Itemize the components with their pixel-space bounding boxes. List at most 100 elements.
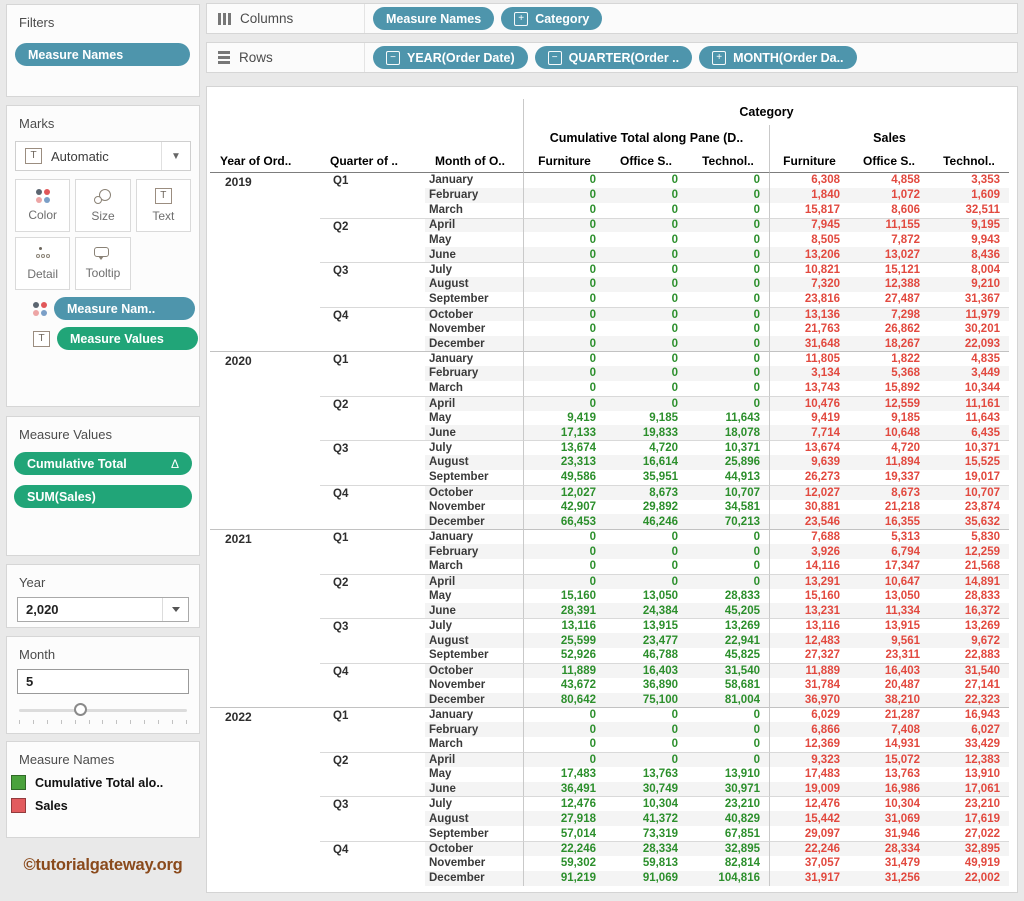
value-cell-sales[interactable]: 16,943	[929, 707, 1009, 722]
value-cell-sales[interactable]: 22,323	[929, 692, 1009, 708]
value-cell-cumulative[interactable]: 70,213	[687, 514, 769, 530]
value-cell-cumulative[interactable]: 82,814	[724, 857, 760, 870]
value-cell-cumulative[interactable]: 9,419	[523, 410, 605, 426]
value-cell-sales[interactable]: 9,210	[929, 276, 1009, 292]
value-cell-cumulative[interactable]: 23,313	[523, 455, 605, 470]
value-cell-cumulative[interactable]: 0	[671, 174, 678, 187]
value-cell-sales[interactable]: 16,986	[849, 781, 929, 797]
value-cell-cumulative[interactable]: 0	[523, 291, 605, 307]
value-cell-cumulative[interactable]: 0	[605, 262, 687, 277]
value-cell-cumulative[interactable]: 31,540	[687, 662, 769, 678]
value-cell-sales[interactable]: 13,231	[769, 603, 849, 619]
year-dropdown[interactable]: 2,020	[17, 597, 189, 622]
value-cell-cumulative[interactable]: 32,895	[687, 840, 769, 856]
value-cell-cumulative[interactable]: 42,907	[523, 499, 605, 515]
value-cell-cumulative[interactable]: 0	[605, 707, 687, 722]
value-cell-cumulative[interactable]: 0	[523, 722, 605, 738]
value-cell-sales[interactable]: 11,805	[769, 351, 849, 366]
value-cell-sales[interactable]: 49,919	[964, 857, 1000, 870]
value-cell-cumulative[interactable]: 10,707	[687, 484, 769, 500]
value-cell-sales[interactable]: 31,917	[769, 870, 849, 886]
value-cell-sales[interactable]: 12,483	[769, 633, 849, 648]
value-cell-cumulative[interactable]: 10,304	[605, 796, 687, 811]
value-cell-cumulative[interactable]: 0	[523, 573, 605, 589]
value-cell-cumulative[interactable]: 4,720	[605, 440, 687, 455]
value-cell-cumulative[interactable]: 80,642	[523, 692, 605, 708]
value-cell-cumulative[interactable]: 0	[687, 751, 769, 767]
value-cell-sales[interactable]: 11,894	[849, 455, 929, 470]
value-cell-cumulative[interactable]: 0	[605, 351, 687, 366]
value-cell-sales[interactable]: 31,256	[849, 870, 929, 886]
value-cell-cumulative[interactable]: 0	[523, 707, 605, 723]
value-cell-sales[interactable]: 8,436	[929, 247, 1009, 263]
value-cell-cumulative[interactable]: 45,205	[687, 603, 769, 619]
value-cell-cumulative[interactable]: 0	[687, 262, 769, 277]
rows-pill-quarter[interactable]: − QUARTER(Order ..	[534, 46, 693, 69]
value-cell-sales[interactable]: 5,313	[849, 529, 929, 544]
value-cell-sales[interactable]: 13,910	[964, 768, 1000, 781]
value-cell-cumulative[interactable]: 0	[687, 707, 769, 722]
value-cell-sales[interactable]: 7,714	[769, 425, 849, 441]
value-cell-cumulative[interactable]: 0	[523, 217, 605, 233]
value-cell-sales[interactable]: 12,383	[929, 751, 1009, 767]
value-cell-cumulative[interactable]: 57,014	[523, 826, 605, 841]
value-cell-cumulative[interactable]: 25,896	[687, 455, 769, 470]
value-cell-cumulative[interactable]: 0	[605, 722, 687, 738]
value-cell-cumulative[interactable]: 23,210	[687, 796, 769, 811]
value-cell-sales[interactable]: 13,763	[884, 768, 920, 781]
marks-pill-measure-values[interactable]: Measure Values	[57, 327, 198, 350]
value-cell-sales[interactable]: 27,487	[884, 293, 920, 306]
value-cell-sales[interactable]: 21,763	[769, 321, 849, 337]
value-cell-sales[interactable]: 6,435	[929, 425, 1009, 441]
value-cell-sales[interactable]: 10,648	[849, 425, 929, 441]
value-cell-sales[interactable]: 13,915	[849, 618, 929, 633]
value-cell-sales[interactable]: 31,946	[884, 827, 920, 840]
value-cell-cumulative[interactable]: 104,816	[687, 870, 769, 886]
value-cell-sales[interactable]: 37,057	[769, 855, 849, 871]
value-cell-cumulative[interactable]: 73,319	[642, 827, 678, 840]
rows-pill-month[interactable]: + MONTH(Order Da..	[699, 46, 857, 69]
value-cell-sales[interactable]: 30,201	[964, 322, 1000, 335]
value-cell-sales[interactable]: 8,505	[769, 232, 849, 248]
value-cell-cumulative[interactable]: 9,185	[649, 411, 678, 424]
value-cell-cumulative[interactable]: 0	[671, 204, 678, 217]
value-cell-sales[interactable]: 38,210	[849, 692, 929, 708]
value-cell-cumulative[interactable]: 0	[687, 336, 769, 352]
value-cell-cumulative[interactable]: 0	[605, 217, 687, 233]
value-cell-sales[interactable]: 15,892	[884, 382, 920, 395]
value-cell-sales[interactable]: 22,002	[929, 870, 1009, 886]
value-cell-sales[interactable]: 10,821	[769, 262, 849, 277]
value-cell-cumulative[interactable]: 0	[523, 262, 605, 277]
value-cell-cumulative[interactable]: 0	[523, 202, 605, 218]
value-cell-sales[interactable]: 5,830	[929, 529, 1009, 544]
minus-box-icon[interactable]: −	[547, 50, 562, 65]
value-cell-sales[interactable]: 12,476	[769, 796, 849, 812]
value-cell-cumulative[interactable]: 0	[671, 233, 678, 246]
value-cell-sales[interactable]: 28,833	[964, 590, 1000, 603]
value-cell-sales[interactable]: 29,097	[769, 826, 849, 841]
value-cell-sales[interactable]: 30,881	[769, 499, 849, 515]
value-cell-cumulative[interactable]: 0	[671, 382, 678, 395]
value-cell-cumulative[interactable]: 0	[523, 276, 605, 292]
value-cell-sales[interactable]: 3,353	[971, 174, 1000, 187]
value-cell-cumulative[interactable]: 34,581	[724, 500, 760, 513]
value-cell-sales[interactable]: 13,291	[769, 573, 849, 589]
value-cell-sales[interactable]: 15,072	[849, 751, 929, 767]
value-cell-cumulative[interactable]: 0	[523, 247, 605, 263]
value-cell-cumulative[interactable]: 13,763	[642, 768, 678, 781]
value-cell-cumulative[interactable]: 0	[523, 336, 605, 352]
value-cell-sales[interactable]: 27,327	[769, 648, 849, 663]
value-cell-cumulative[interactable]: 36,491	[523, 781, 605, 797]
value-cell-sales[interactable]: 31,367	[964, 293, 1000, 306]
value-cell-sales[interactable]: 7,320	[769, 276, 849, 292]
slider-track[interactable]	[19, 709, 187, 712]
value-cell-sales[interactable]: 22,883	[964, 649, 1000, 662]
value-cell-sales[interactable]: 8,606	[891, 204, 920, 217]
value-cell-sales[interactable]: 13,136	[769, 306, 849, 322]
value-cell-cumulative[interactable]: 0	[605, 306, 687, 322]
value-cell-cumulative[interactable]: 0	[523, 306, 605, 322]
value-cell-cumulative[interactable]: 0	[605, 276, 687, 292]
tooltip-button[interactable]: Tooltip	[75, 237, 131, 290]
value-cell-cumulative[interactable]: 0	[523, 187, 605, 203]
value-cell-cumulative[interactable]: 0	[605, 247, 687, 263]
